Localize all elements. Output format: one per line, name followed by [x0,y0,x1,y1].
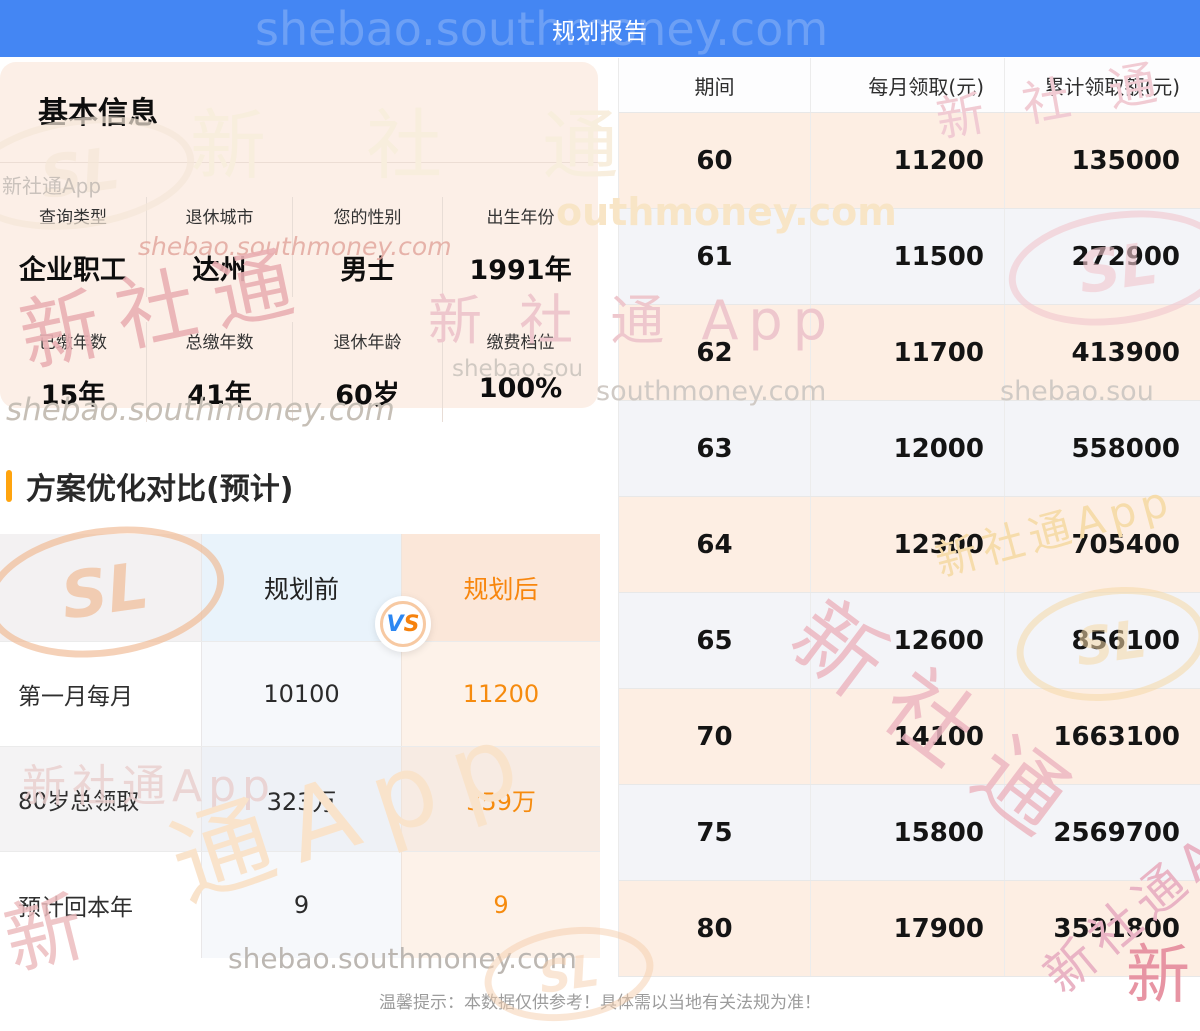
field-gender: 您的性别 男士 [292,197,442,297]
field-retire-age: 退休年龄 60岁 [292,322,442,422]
field-value: 100% [478,373,563,404]
field-label: 已缴年数 [39,333,107,353]
cumulative-value: 3591800 [1004,881,1200,976]
monthly-value: 12000 [810,401,1004,496]
monthly-value: 11700 [810,305,1004,400]
monthly-value: 12600 [810,593,1004,688]
comparison-row-total-at-80: 80岁总领取 323万 359万 [0,746,600,851]
field-value: 企业职工 [19,255,127,286]
basic-info-panel: 基本信息 查询类型 企业职工 退休城市 达州 您的性别 男士 出生年份 1991… [0,62,598,422]
payout-table: 期间 每月领取(元) 累计领取额(元) 60 11200 135000 61 1… [618,58,1200,977]
field-contribution-level: 缴费档位 100% [442,322,598,422]
row-label: 80岁总领取 [0,747,201,851]
period-value: 63 [696,433,733,464]
row-label: 预计回本年 [0,852,201,958]
field-value: 15年 [40,380,106,411]
before-value: 323万 [201,747,401,851]
field-query-type: 查询类型 企业职工 [0,197,146,297]
period-value: 64 [696,529,733,560]
payout-row: 75 15800 2569700 [619,784,1200,880]
comparison-row-monthly: 第一月每月 10100 11200 [0,641,600,746]
col-cumulative-amount: 累计领取额(元) [1004,58,1200,112]
basic-info-title: 基本信息 [38,96,158,131]
payout-row: 70 14100 1663100 [619,688,1200,784]
vs-badge: VS [375,596,431,652]
field-value: 男士 [340,255,395,286]
comparison-section-title: 方案优化对比(预计) [0,466,294,507]
comparison-header-before: 规划前 [201,534,401,641]
payout-row: 65 12600 856100 [619,592,1200,688]
after-value: 359万 [401,747,600,851]
cumulative-value: 558000 [1004,401,1200,496]
vs-letter-s: S [403,611,420,637]
cumulative-value: 413900 [1004,305,1200,400]
monthly-value: 11500 [810,209,1004,304]
row-label: 第一月每月 [0,642,201,746]
cumulative-value: 272900 [1004,209,1200,304]
period-value: 60 [696,145,733,176]
col-monthly-amount: 每月领取(元) [810,58,1004,112]
period-value: 70 [696,721,733,752]
payout-row: 63 12000 558000 [619,400,1200,496]
cumulative-value: 135000 [1004,113,1200,208]
after-value: 11200 [401,642,600,746]
comparison-table: 规划前 规划后 第一月每月 10100 11200 80岁总领取 323万 35… [0,534,600,958]
field-label: 总缴年数 [185,333,254,353]
monthly-value: 11200 [810,113,1004,208]
comparison-row-breakeven: 预计回本年 9 9 [0,851,600,958]
field-label: 退休年龄 [333,333,402,353]
monthly-value: 15800 [810,785,1004,880]
period-value: 61 [696,241,733,272]
monthly-value: 12300 [810,497,1004,592]
section-title-text: 方案优化对比(预计) [26,472,294,507]
field-label: 查询类型 [39,208,107,228]
cumulative-value: 705400 [1004,497,1200,592]
field-birth-year: 出生年份 1991年 [442,197,598,297]
before-value: 10100 [201,642,401,746]
top-bar: shebao.southmoney.com 规划报告 [0,0,1200,57]
field-value: 60岁 [335,380,400,411]
cumulative-value: 1663100 [1004,689,1200,784]
field-value: 41年 [187,380,252,411]
field-label: 出生年份 [486,208,555,228]
before-value: 9 [201,852,401,958]
after-value: 9 [401,852,600,958]
cumulative-value: 2569700 [1004,785,1200,880]
comparison-header-after: 规划后 [401,534,600,641]
payout-row: 64 12300 705400 [619,496,1200,592]
field-value: 1991年 [469,255,572,286]
monthly-value: 14100 [810,689,1004,784]
payout-row: 61 11500 272900 [619,208,1200,304]
field-total-years: 总缴年数 41年 [146,322,292,422]
period-value: 75 [696,817,733,848]
period-value: 62 [696,337,733,368]
accent-bar [6,470,12,502]
comparison-header-blank [0,534,201,641]
period-value: 65 [696,625,733,656]
basic-info-row: 查询类型 企业职工 退休城市 达州 您的性别 男士 出生年份 1991年 [0,197,598,297]
field-value: 达州 [192,255,247,286]
basic-info-row: 已缴年数 15年 总缴年数 41年 退休年龄 60岁 缴费档位 100% [0,322,598,422]
field-retire-city: 退休城市 达州 [146,197,292,297]
col-period: 期间 [694,74,735,99]
payout-row: 80 17900 3591800 [619,880,1200,976]
page-title: 规划报告 [552,18,648,45]
period-value: 80 [696,913,733,944]
cumulative-value: 856100 [1004,593,1200,688]
payout-header-row: 期间 每月领取(元) 累计领取额(元) [619,58,1200,112]
field-label: 您的性别 [333,208,402,228]
payout-row: 60 11200 135000 [619,112,1200,208]
vs-text: VS [387,612,420,637]
monthly-value: 17900 [810,881,1004,976]
divider [0,162,598,163]
field-label: 缴费档位 [486,333,555,353]
payout-row: 62 11700 413900 [619,304,1200,400]
footer-disclaimer: 温馨提示：本数据仅供参考！具体需以当地有关法规为准！ [379,993,821,1013]
field-paid-years: 已缴年数 15年 [0,322,146,422]
field-label: 退休城市 [185,208,254,228]
vs-letter-v: V [386,611,404,637]
comparison-header-row: 规划前 规划后 [0,534,600,641]
